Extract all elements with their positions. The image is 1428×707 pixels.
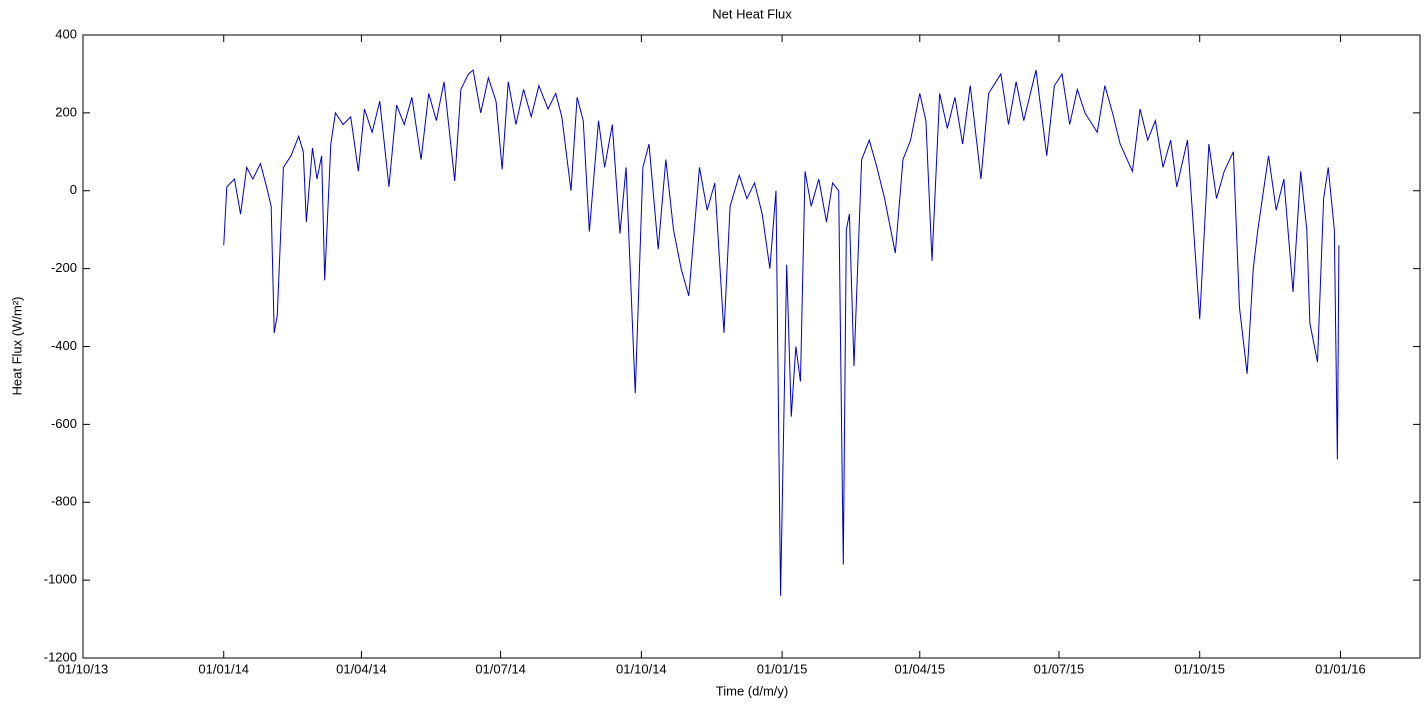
x-tick-label: 01/10/13: [58, 661, 109, 676]
y-tick-label: 400: [55, 26, 77, 41]
y-axis-label: Heat Flux (W/m²): [9, 297, 24, 396]
x-tick-label: 01/07/14: [475, 661, 526, 676]
chart-title: Net Heat Flux: [712, 6, 792, 21]
y-tick-label: -600: [51, 416, 77, 431]
y-tick-label: -400: [51, 338, 77, 353]
x-tick-label: 01/10/15: [1174, 661, 1225, 676]
x-tick-label: 01/01/16: [1315, 661, 1366, 676]
x-tick-label: 01/04/15: [894, 661, 945, 676]
x-tick-label: 01/01/15: [757, 661, 808, 676]
x-tick-label: 01/01/14: [198, 661, 249, 676]
y-tick-label: -1000: [44, 572, 77, 587]
x-tick-label: 01/10/14: [616, 661, 667, 676]
y-tick-label: -800: [51, 494, 77, 509]
y-tick-label: 0: [70, 182, 77, 197]
y-tick-label: 200: [55, 104, 77, 119]
x-axis-label: Time (d/m/y): [716, 683, 788, 698]
y-tick-label: -1200: [44, 649, 77, 664]
x-tick-label: 01/07/15: [1034, 661, 1085, 676]
y-tick-label: -200: [51, 260, 77, 275]
x-tick-label: 01/04/14: [336, 661, 387, 676]
data-line: [223, 69, 1340, 596]
